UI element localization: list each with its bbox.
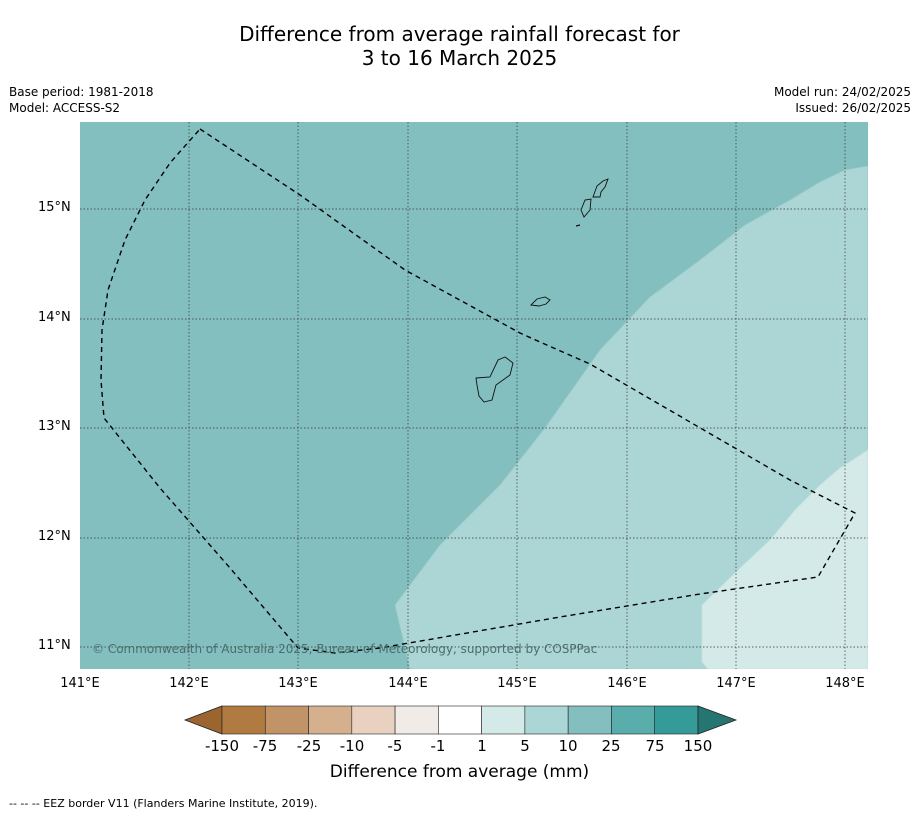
- map-area: [80, 122, 868, 669]
- colorbar-swatch: [394, 705, 439, 735]
- lat-label: 14°N: [38, 310, 71, 325]
- lon-label: 146°E: [607, 676, 647, 691]
- colorbar-swatch: [611, 705, 655, 735]
- colorbar-swatch: [351, 705, 396, 735]
- anomaly-zone-5-10: [394, 165, 868, 669]
- colorbar-tick-label: -150: [204, 737, 240, 755]
- lon-label: 142°E: [169, 676, 209, 691]
- copyright-notice: © Commonwealth of Australia 2025, Bureau…: [92, 642, 598, 656]
- title-line-1: Difference from average rainfall forecas…: [239, 22, 680, 46]
- map-title: Difference from average rainfall forecas…: [0, 22, 919, 70]
- base-period: Base period: 1981-2018: [9, 85, 154, 99]
- issued-date: Issued: 26/02/2025: [795, 101, 911, 115]
- model-run: Model run: 24/02/2025: [773, 85, 911, 99]
- title-line-2: 3 to 16 March 2025: [361, 46, 558, 70]
- lon-label: 143°E: [278, 676, 318, 691]
- aguijan-island: [575, 224, 581, 227]
- base-info: Base period: 1981-2018 Model: ACCESS-S2: [9, 84, 154, 116]
- lon-label: 144°E: [388, 676, 428, 691]
- colorbar-tick-label: 1: [477, 737, 487, 755]
- colorbar-tick-label: 75: [645, 737, 665, 755]
- colorbar-swatch: [567, 705, 612, 735]
- colorbar-tick-label: 10: [558, 737, 578, 755]
- lat-label: 12°N: [38, 529, 71, 544]
- colorbar-tick-label: -5: [387, 737, 403, 755]
- colorbar-swatch: [654, 705, 699, 735]
- rota-island: [530, 296, 551, 307]
- colorbar-extend-low: [183, 705, 223, 735]
- saipan-island: [592, 178, 609, 198]
- colorbar-swatch: [308, 705, 353, 735]
- colorbar-swatch: [221, 705, 266, 735]
- colorbar-tick-label: -1: [430, 737, 446, 755]
- anomaly-zone-1-5: [701, 449, 868, 669]
- colorbar-tick-label: 5: [520, 737, 530, 755]
- colorbar-tick-label: -10: [339, 737, 365, 755]
- lon-label: 148°E: [825, 676, 865, 691]
- lat-label: 13°N: [38, 419, 71, 434]
- colorbar-swatch: [524, 705, 569, 735]
- lon-label: 141°E: [60, 676, 100, 691]
- tinian-island: [580, 198, 592, 218]
- lon-label: 145°E: [497, 676, 537, 691]
- eez-legend-note: -- -- -- EEZ border V11 (Flanders Marine…: [9, 797, 318, 810]
- colorbar-tick-label: -25: [296, 737, 322, 755]
- graticule: [80, 122, 868, 669]
- colorbar-swatch: [264, 705, 309, 735]
- colorbar-tick-label: -75: [252, 737, 278, 755]
- lon-label: 147°E: [716, 676, 756, 691]
- colorbar-title: Difference from average (mm): [329, 762, 590, 782]
- colorbar-extend-high: [697, 705, 738, 735]
- lat-label: 15°N: [38, 200, 71, 215]
- colorbar: [183, 705, 738, 735]
- guam-island: [475, 356, 514, 403]
- colorbar-tick-label: 25: [601, 737, 621, 755]
- colorbar-swatch: [481, 705, 526, 735]
- colorbar-tick-label: 150: [683, 737, 713, 755]
- model-name: Model: ACCESS-S2: [9, 101, 121, 115]
- colorbar-swatch: [438, 705, 482, 735]
- run-info: Model run: 24/02/2025 Issued: 26/02/2025: [774, 84, 911, 116]
- lat-label: 11°N: [38, 638, 71, 653]
- eez-border: [100, 128, 856, 654]
